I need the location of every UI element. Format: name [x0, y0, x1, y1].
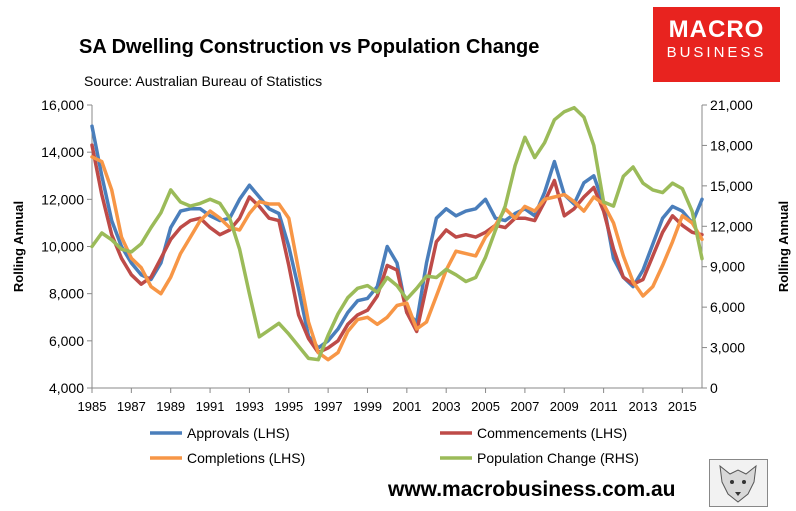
series-line-4 [90, 105, 704, 362]
x-tick-label: 2007 [510, 399, 539, 414]
wolf-head-icon [709, 459, 768, 507]
x-tick-label: 1997 [314, 399, 343, 414]
y-tick-label-right: 21,000 [710, 97, 753, 113]
y-tick-label-left: 14,000 [41, 144, 84, 160]
y-tick-label-left: 12,000 [41, 191, 84, 207]
x-tick-label: 1993 [235, 399, 264, 414]
y-tick-label-right: 12,000 [710, 218, 753, 234]
y-tick-label-right: 3,000 [710, 340, 745, 356]
legend-label: Commencements (LHS) [477, 425, 627, 441]
chart-legend: Approvals (LHS) Commencements (LHS) Comple… [150, 425, 639, 466]
y-axis-title-left: Rolling Annual [11, 201, 26, 292]
x-tick-label: 1991 [196, 399, 225, 414]
x-tick-label: 1985 [78, 399, 107, 414]
y-tick-label-right: 6,000 [710, 299, 745, 315]
legend-label: Population Change (RHS) [477, 450, 639, 466]
y-tick-label-left: 10,000 [41, 239, 84, 255]
x-tick-label: 2015 [668, 399, 697, 414]
x-tick-label: 1995 [274, 399, 303, 414]
y-tick-label-right: 9,000 [710, 259, 745, 275]
y-tick-label-right: 15,000 [710, 178, 753, 194]
chart-title: SA Dwelling Construction vs Population C… [79, 36, 540, 58]
y-axis-title-right: Rolling Annual [776, 201, 791, 292]
y-tick-label-left: 6,000 [49, 333, 84, 349]
series-line-1 [90, 124, 704, 350]
legend-label: Completions (LHS) [187, 450, 305, 466]
series-layer [90, 105, 704, 362]
brand-line2: BUSINESS [666, 44, 767, 61]
x-tick-label: 1999 [353, 399, 382, 414]
x-tick-label: 2005 [471, 399, 500, 414]
x-tick-label: 2003 [432, 399, 461, 414]
x-tick-label: 2011 [590, 399, 618, 414]
series-line-3 [90, 155, 704, 362]
legend-label: Approvals (LHS) [187, 425, 290, 441]
y-tick-label-left: 8,000 [49, 286, 84, 302]
x-tick-label: 1989 [156, 399, 185, 414]
x-tick-label: 2013 [629, 399, 658, 414]
site-url: www.macrobusiness.com.au [388, 478, 676, 501]
x-tick-label: 2001 [392, 399, 421, 414]
y-tick-label-left: 4,000 [49, 380, 84, 396]
brand-logo: MACRO BUSINESS [653, 7, 780, 82]
y-tick-label-left: 16,000 [41, 97, 84, 113]
x-tick-label: 2009 [550, 399, 579, 414]
chart-subtitle: Source: Australian Bureau of Statistics [84, 73, 323, 89]
x-tick-label: 1987 [117, 399, 146, 414]
brand-line1: MACRO [668, 16, 765, 43]
y-tick-label-right: 0 [710, 380, 718, 396]
y-tick-label-right: 18,000 [710, 137, 753, 153]
